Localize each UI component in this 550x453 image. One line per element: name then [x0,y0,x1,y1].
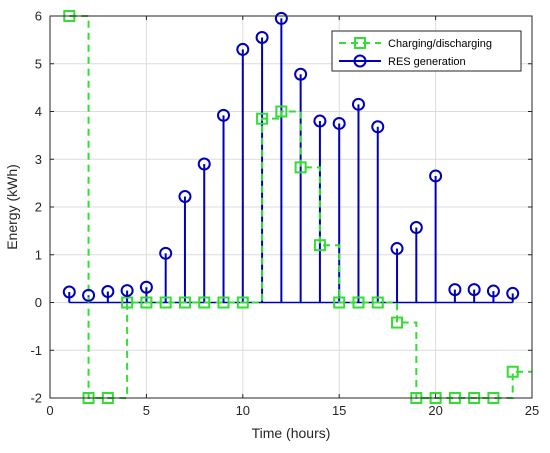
y-tick-label: -1 [30,343,42,358]
charging-marker [198,296,211,309]
res-marker [159,246,173,260]
charging-marker [256,112,269,125]
res-marker [351,97,365,111]
res-marker [313,114,327,128]
y-tick-label: -2 [30,391,42,406]
res-marker [448,283,462,297]
res-marker [217,108,231,122]
res-marker [294,67,308,81]
res-marker [409,221,423,235]
x-tick-label: 0 [46,403,53,418]
res-marker [178,189,192,203]
res-marker [82,288,96,302]
charging-marker [140,296,153,309]
res-marker [120,284,134,298]
res-marker [197,157,211,171]
res-marker [332,116,346,130]
x-axis-label: Time (hours) [252,425,331,441]
res-marker [255,30,269,44]
y-axis-label: Energy (kWh) [4,164,20,250]
charging-marker [275,105,288,118]
charging-marker [352,296,365,309]
y-tick-label: 1 [35,247,42,262]
y-tick-label: 6 [35,9,42,24]
charging-marker [217,296,230,309]
x-tick-label: 10 [236,403,250,418]
res-marker [274,11,288,25]
charging-marker [313,239,326,252]
res-marker [62,285,76,299]
res-marker [486,284,500,298]
res-marker [390,242,404,256]
charging-marker [121,296,134,309]
y-tick-label: 5 [35,56,42,71]
res-marker [371,120,385,134]
series-layer [62,10,532,404]
y-tick-label: 3 [35,152,42,167]
y-tick-label: 0 [35,295,42,310]
res-marker [429,169,443,183]
res-marker [101,285,115,299]
x-tick-label: 20 [428,403,442,418]
x-tick-label: 15 [332,403,346,418]
res-marker [467,283,481,297]
charging-marker [236,296,249,309]
charging-marker [178,296,191,309]
charging-marker [506,365,519,378]
legend-swatch-charging-marker [354,37,366,49]
legend-label-charging: Charging/discharging [388,38,492,50]
legend-swatch-res-marker [353,54,367,68]
res-marker [506,286,520,300]
x-tick-label: 25 [525,403,539,418]
charging-marker [294,161,307,174]
x-tick-label: 5 [143,403,150,418]
tick-labels: 0 5 10 15 20 25 -2 -1 0 1 2 3 4 5 6 [30,9,539,419]
y-tick-label: 4 [35,104,42,119]
charging-marker [333,296,346,309]
y-tick-label: 2 [35,200,42,215]
charging-marker [391,316,404,329]
res-marker [139,280,153,294]
charging-marker [371,296,384,309]
charging-marker [159,296,172,309]
legend: Charging/discharging RES generation [331,30,522,72]
legend-label-res: RES generation [388,56,466,68]
res-marker [236,42,250,56]
